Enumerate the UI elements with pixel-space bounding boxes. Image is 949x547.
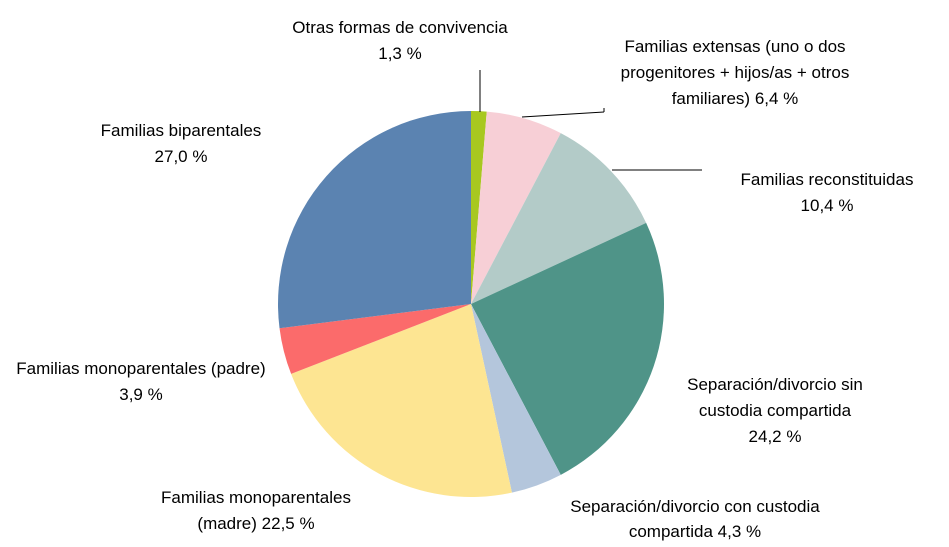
category-label: Otras formas de convivencia (292, 18, 508, 37)
category-label: Familias extensas (uno o dos progenitore… (620, 37, 850, 108)
slice-label: Familias biparentales 27,0 % (71, 118, 291, 170)
category-label: Familias reconstituidas (740, 170, 914, 189)
slice-label: Familias monoparentales (madre) 22,5 % (131, 485, 381, 537)
pie (278, 111, 664, 497)
value-label: 6,4 % (754, 89, 799, 108)
slice-label: Familias monoparentales (padre) 3,9 % (16, 356, 266, 408)
slice-label: Otras formas de convivencia 1,3 % (240, 15, 560, 67)
pie-slice (291, 304, 512, 497)
category-label: Familias monoparentales (madre) (161, 488, 351, 533)
pie-slice (471, 222, 664, 475)
category-label: Familias monoparentales (padre) (16, 359, 266, 378)
value-label: 27,0 % (154, 147, 208, 166)
category-label: Familias biparentales (100, 121, 262, 140)
value-label: 24,2 % (748, 427, 802, 446)
category-label: Separación/divorcio sin custodia compart… (687, 375, 863, 420)
pie-slice (279, 304, 471, 374)
slice-label: Familias reconstituidas 10,4 % (707, 167, 947, 219)
value-label: 1,3 % (378, 44, 422, 63)
pie-slice (471, 304, 561, 493)
slice-label: Familias extensas (uno o dos progenitore… (590, 34, 880, 112)
value-label: 10,4 % (800, 196, 854, 215)
value-label: 3,9 % (119, 385, 163, 404)
value-label: 4,3 % (717, 522, 762, 541)
value-label: 22,5 % (261, 514, 315, 533)
slice-label: Separación/divorcio con custodia compart… (565, 494, 825, 544)
pie-slice (278, 111, 471, 329)
pie-slice (471, 133, 647, 304)
pie-slice (471, 111, 561, 304)
slice-label: Separación/divorcio sin custodia compart… (660, 372, 890, 450)
pie-slice (471, 111, 487, 304)
leader-line (521, 111, 605, 118)
category-label: Separación/divorcio con custodia compart… (570, 497, 820, 541)
